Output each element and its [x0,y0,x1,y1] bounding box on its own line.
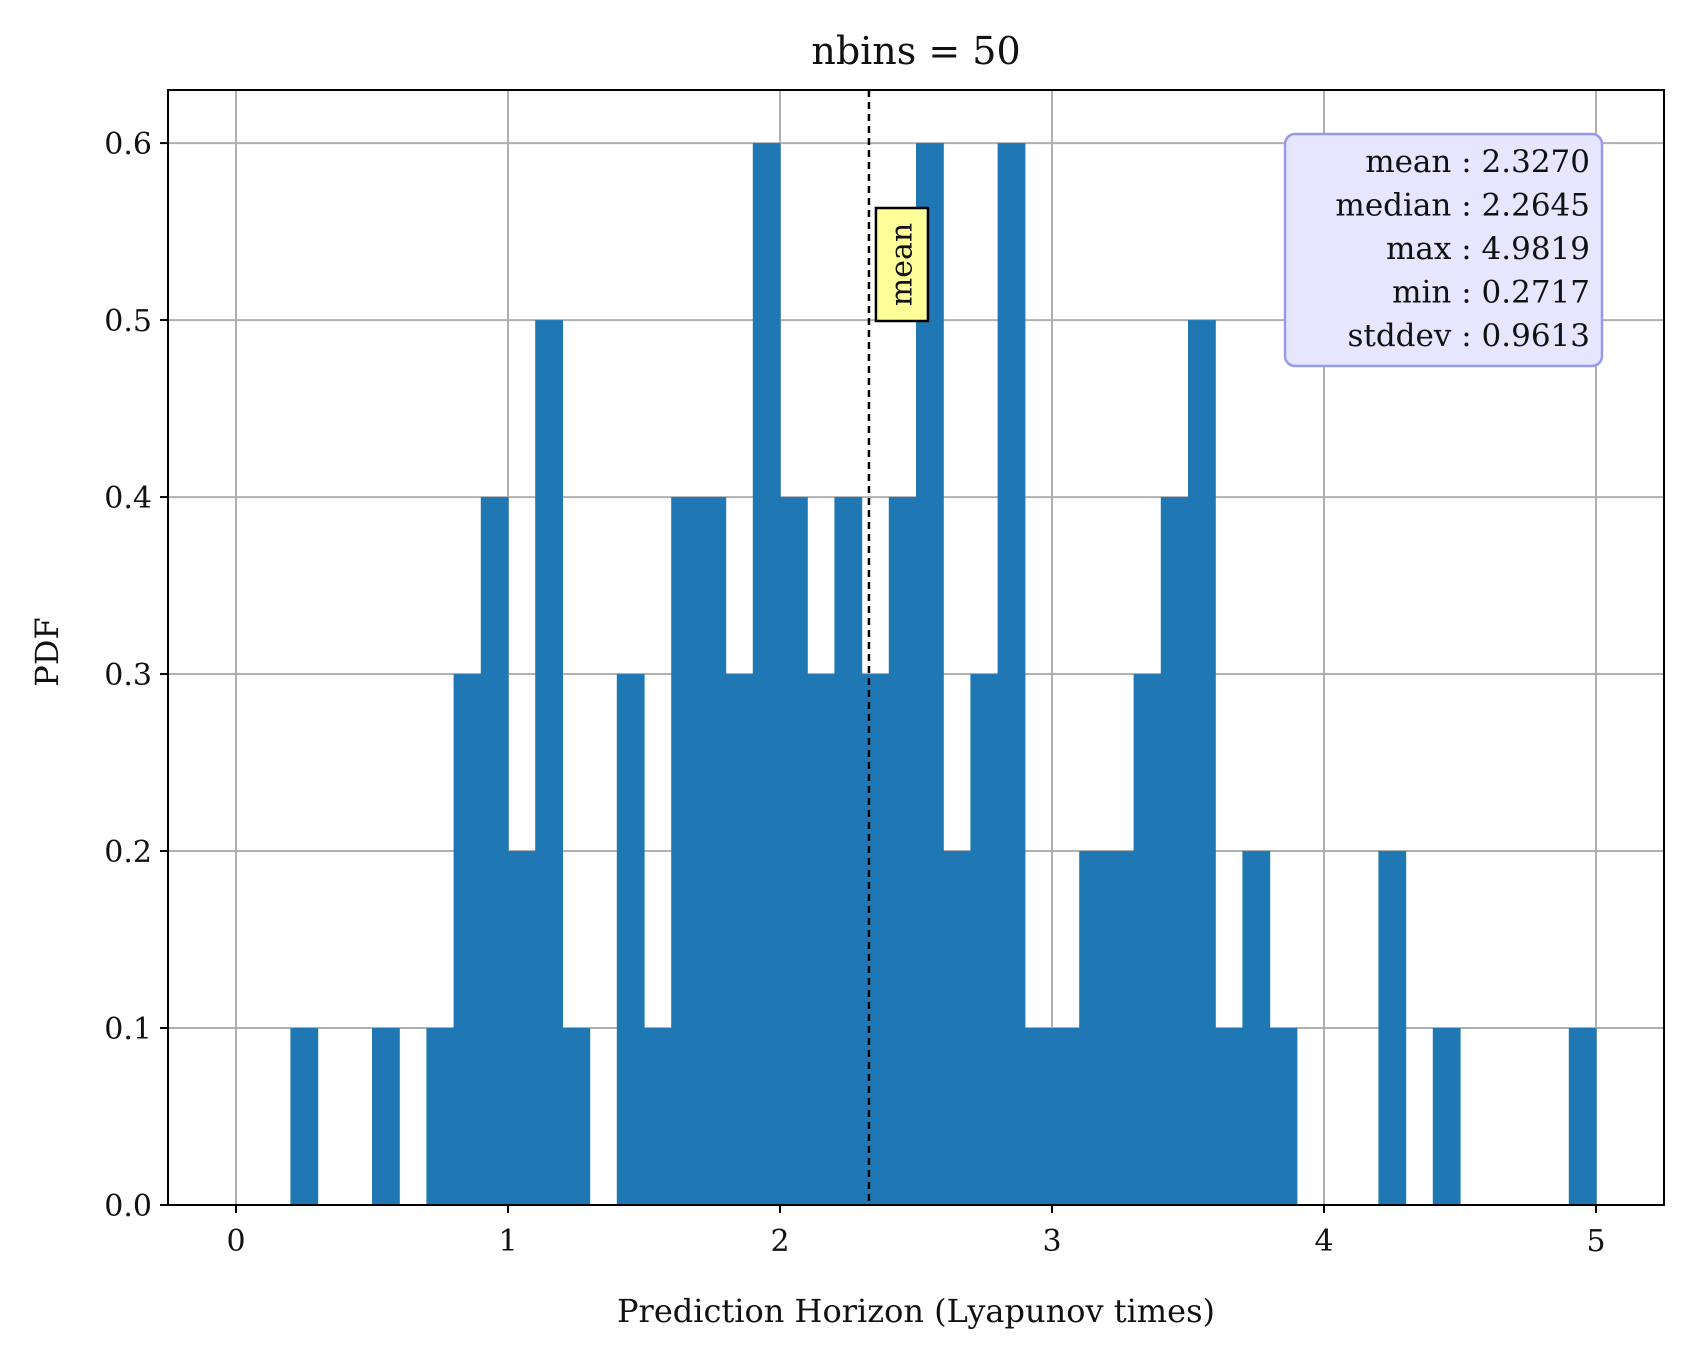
histogram-bar [1024,1028,1053,1205]
y-tick-label: 0.0 [104,1189,152,1224]
histogram-bar [807,674,835,1205]
histogram-bar [834,497,863,1206]
histogram-bar [372,1028,400,1205]
stats-row-min: min : 0.2717 [1392,275,1590,311]
histogram-bar [1242,851,1271,1205]
histogram-bar [671,497,699,1206]
histogram-bar [1133,674,1162,1205]
stats-row-stddev: stddev : 0.9613 [1347,318,1590,354]
histogram-bar [1269,1028,1298,1205]
histogram-bar [535,320,563,1206]
y-tick-label: 0.5 [104,304,152,339]
y-tick-label: 0.2 [104,835,152,870]
histogram-bar [1215,1028,1243,1205]
x-tick-label: 1 [498,1224,517,1259]
y-tick-label: 0.1 [104,1012,152,1047]
histogram-bar [290,1028,319,1205]
histogram-bar [1432,1028,1461,1205]
histogram-bar [480,497,509,1206]
x-axis-label: Prediction Horizon (Lyapunov times) [617,1292,1215,1330]
x-tick-label: 3 [1042,1224,1061,1259]
chart-title: nbins = 50 [811,29,1020,73]
histogram-bar [970,674,999,1205]
mean-label: mean [884,223,919,306]
histogram-bar [780,497,808,1206]
x-tick-label: 0 [226,1224,245,1259]
histogram-bar [616,674,645,1205]
histogram-bar [888,497,917,1206]
stats-row-max: max : 4.9819 [1386,231,1590,267]
histogram-bar [752,143,781,1206]
histogram-bar [1188,320,1216,1206]
histogram-bar [426,1028,455,1205]
y-tick-label: 0.6 [104,127,152,162]
stats-row-median: median : 2.2645 [1335,188,1590,224]
stats-row-mean: mean : 2.3270 [1365,144,1590,180]
histogram-bar [1378,851,1407,1205]
y-tick-label: 0.3 [104,658,152,693]
histogram-bar [698,497,727,1206]
histogram-bar [508,851,536,1205]
histogram-bar [1568,1028,1597,1205]
histogram-bar [644,1028,672,1205]
plot-frame [167,89,1665,1206]
y-axis-label: PDF [28,617,66,686]
histogram-bar [562,1028,591,1205]
annotation-layer: mean mean : 2.3270 median : 2.2645 max : 4.… [867,90,1604,1205]
histogram-bar [1079,851,1107,1205]
histogram-bar [453,674,482,1205]
x-tick-label: 2 [770,1224,789,1259]
histogram-bar [1052,1028,1080,1205]
histogram-bar [997,143,1026,1206]
x-tick-label: 5 [1586,1224,1605,1259]
histogram-bar [943,851,971,1205]
stats-box [1283,132,1604,368]
ticks-layer: 0 1 2 3 4 5 0.0 0.1 0.2 0.3 0.4 0.5 0.6 [104,127,1605,1259]
histogram-bar [725,674,754,1205]
histogram-bar [1160,497,1189,1206]
y-tick-label: 0.4 [104,481,152,516]
histogram-bar [861,674,890,1205]
histogram-bar [1106,851,1135,1205]
mean-label-box [874,206,930,323]
x-tick-label: 4 [1314,1224,1333,1259]
